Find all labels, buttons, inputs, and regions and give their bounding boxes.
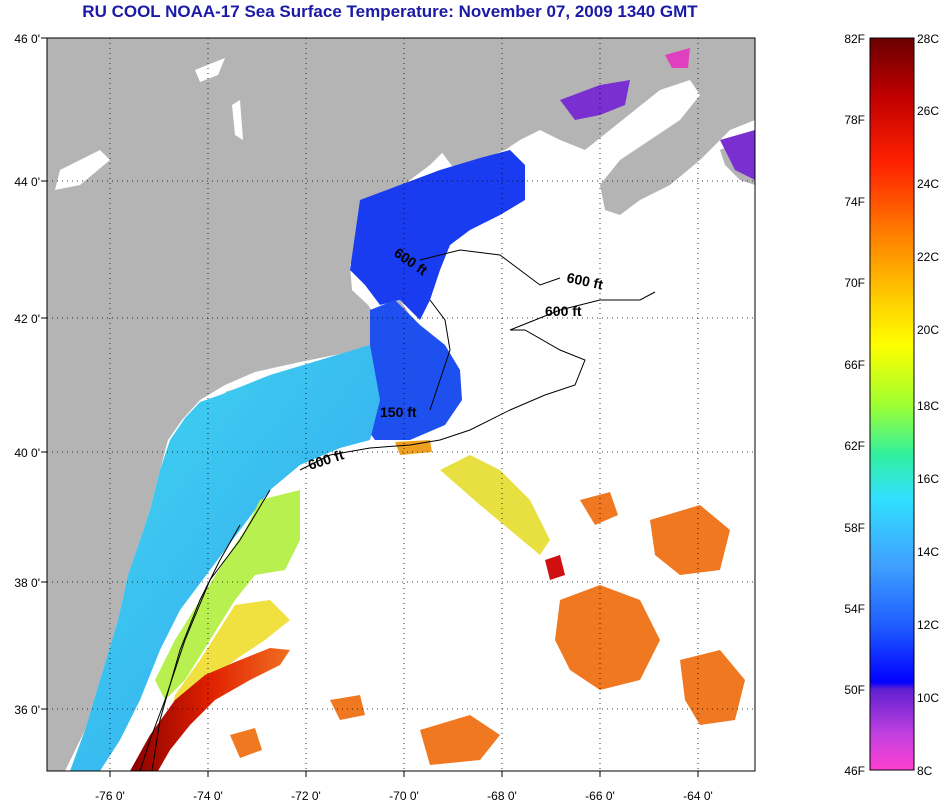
lon-label: -72 0' [291,789,321,803]
sst-shelf-water [70,345,380,771]
sst-georges-bank [360,300,462,440]
lon-label: -68 0' [487,789,517,803]
lon-label: -66 0' [585,789,615,803]
lat-label: 40 0' [14,446,40,460]
bathymetry-contours [139,249,656,771]
colorbar-f-label: 50F [844,683,865,697]
colorbar-f-label: 58F [844,521,865,535]
colorbar-f-label: 46F [844,764,865,778]
sst-gulf-of-maine [350,150,525,320]
lon-label: -74 0' [193,789,223,803]
lat-label: 36 0' [14,703,40,717]
colorbar-fahrenheit-labels: 82F 78F 74F 70F 66F 62F 58F 54F 50F 46F [844,32,865,778]
sst-magenta-spot [665,48,690,68]
longitude-labels: -76 0' -74 0' -72 0' -70 0' -68 0' -66 0… [95,789,713,803]
sst-gulf-stream [130,648,290,771]
colorbar-f-label: 62F [844,439,865,453]
colorbar-c-label: 8C [917,764,933,778]
colorbar-f-label: 66F [844,358,865,372]
sst-red-eddy [545,555,565,580]
map-frame [46,37,756,772]
contour-label-600ft-georges: 600 ft [545,303,582,319]
lat-label: 42 0' [14,312,40,326]
contour-label-150ft: 150 ft [380,404,417,420]
lat-label: 46 0' [14,32,40,46]
land-canada [440,38,755,215]
lon-label: -76 0' [95,789,125,803]
colorbar-f-label: 82F [844,32,865,46]
graticule [47,38,755,771]
frame-ticks [41,37,699,777]
colorbar-f-label: 78F [844,113,865,127]
colorbar-c-label: 28C [917,32,939,46]
sst-scotian-purple [560,80,755,180]
latitude-labels: 46 0' 44 0' 42 0' 40 0' 38 0' 36 0' [14,32,40,717]
lon-label: -64 0' [683,789,713,803]
lon-label: -70 0' [389,789,419,803]
colorbar-c-label: 16C [917,472,939,486]
colorbar-c-label: 26C [917,104,939,118]
land-us [47,38,450,771]
lat-label: 38 0' [14,576,40,590]
colorbar-c-label: 24C [917,177,939,191]
sst-warm-patches [230,492,745,765]
colorbar-c-label: 18C [917,399,939,413]
sst-slope-water [155,490,300,700]
colorbar-c-label: 12C [917,618,939,632]
colorbar-c-label: 10C [917,691,939,705]
color-bar: 82F 78F 74F 70F 66F 62F 58F 54F 50F 46F … [844,32,939,778]
colorbar-c-label: 20C [917,323,939,337]
map-title: RU COOL NOAA-17 Sea Surface Temperature:… [82,2,698,21]
color-bar-gradient [869,37,915,771]
colorbar-f-label: 54F [844,602,865,616]
colorbar-c-label: 14C [917,545,939,559]
sst-yellow-filament [440,455,550,555]
colorbar-f-label: 74F [844,195,865,209]
colorbar-c-label: 22C [917,250,939,264]
contour-label-600ft-ne: 600 ft [565,269,604,292]
sst-map: 600 ft 600 ft 600 ft 150 ft 600 ft [47,38,755,771]
colorbar-celsius-labels: 28C 26C 24C 22C 20C 18C 16C 14C 12C 10C … [917,32,939,778]
colorbar-f-label: 70F [844,276,865,290]
lat-label: 44 0' [14,175,40,189]
